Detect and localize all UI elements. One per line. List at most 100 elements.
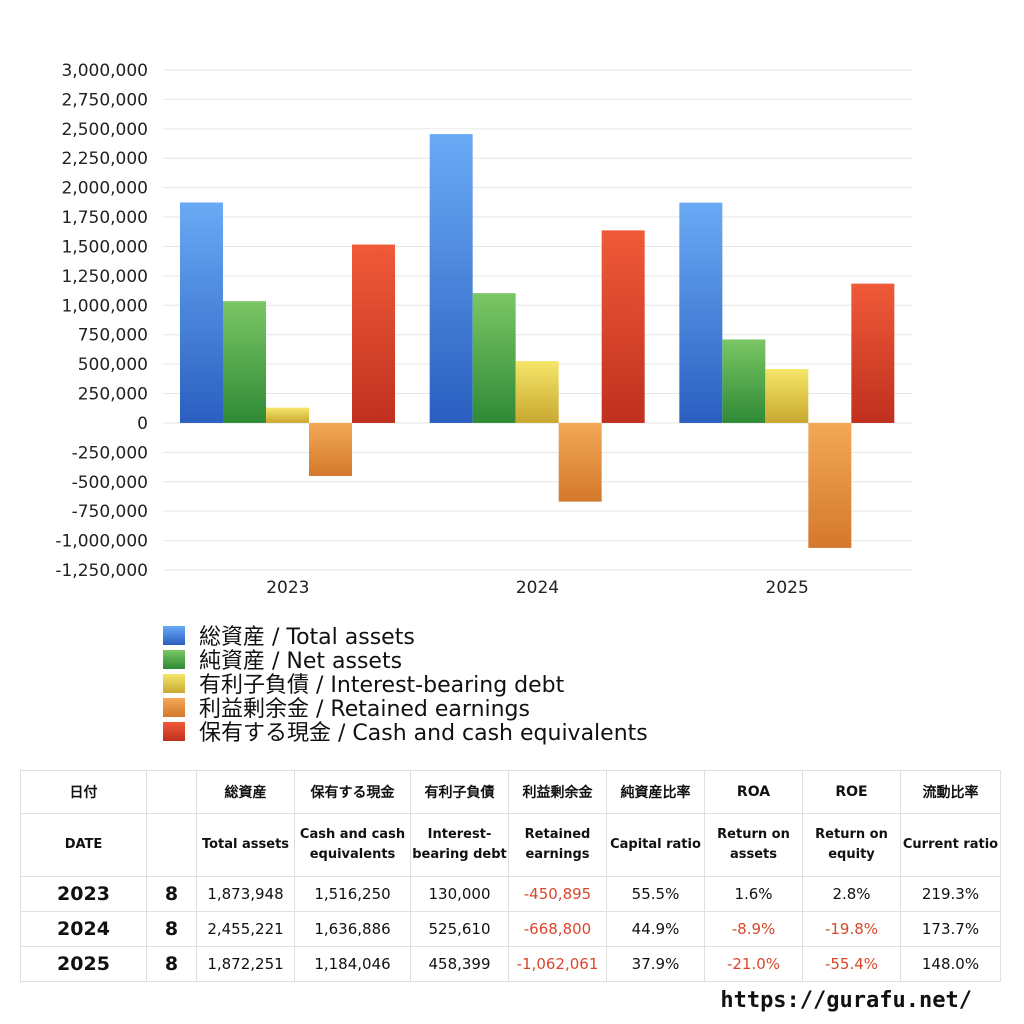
cell-retained: -1,062,061 bbox=[508, 946, 607, 982]
legend-swatch bbox=[163, 721, 185, 741]
y-axis-tick-labels: 3,000,000 2,750,000 2,500,000 2,250,000 2,00… bbox=[55, 61, 148, 581]
y-tick-label: -250,000 bbox=[72, 443, 148, 463]
financial-table: 日付 総資産 保有する現金 有利子負債 利益剰余金 純資産比率 ROA ROE 流動比率 DAT… bbox=[20, 770, 1001, 982]
y-tick-label: -750,000 bbox=[72, 502, 148, 522]
cell-year: 2023 bbox=[20, 876, 147, 912]
bar-2025-series-1 bbox=[722, 339, 766, 423]
column-header-jp: 有利子負債 bbox=[410, 770, 509, 814]
y-tick-label: 2,500,000 bbox=[61, 120, 148, 140]
x-axis-tick-labels: 2023 2024 2025 bbox=[266, 578, 809, 598]
cell-month: 8 bbox=[146, 911, 197, 947]
y-tick-label: 250,000 bbox=[78, 385, 148, 405]
y-tick-label: -500,000 bbox=[72, 473, 148, 493]
y-tick-label: 1,250,000 bbox=[61, 267, 148, 287]
bar-chart: 3,000,000 2,750,000 2,500,000 2,250,000 2,00… bbox=[55, 61, 912, 598]
y-tick-label: -1,250,000 bbox=[55, 561, 148, 581]
y-tick-label: 500,000 bbox=[78, 355, 148, 375]
cell-cash: 1,636,886 bbox=[294, 911, 411, 947]
cell-debt: 525,610 bbox=[410, 911, 509, 947]
legend-swatch bbox=[163, 625, 185, 645]
x-tick-label: 2023 bbox=[266, 578, 309, 598]
x-tick-label: 2025 bbox=[766, 578, 809, 598]
cell-year: 2024 bbox=[20, 911, 147, 947]
legend-swatch bbox=[163, 649, 185, 669]
column-header-jp bbox=[146, 770, 197, 814]
bar-2023-series-3 bbox=[309, 422, 352, 476]
column-header-en: Capital ratio bbox=[606, 813, 705, 877]
bar-2024-series-0 bbox=[429, 134, 473, 423]
column-header-en: Total assets bbox=[196, 813, 295, 877]
legend-item: 有利子負債 / Interest-bearing debt bbox=[163, 671, 648, 698]
bar-2024-series-4 bbox=[601, 230, 645, 423]
y-tick-label: 750,000 bbox=[78, 326, 148, 346]
column-header-en: Cash and cash equivalents bbox=[294, 813, 411, 877]
column-header-jp: ROE bbox=[802, 770, 901, 814]
cell-total-assets: 2,455,221 bbox=[196, 911, 295, 947]
column-header-en bbox=[146, 813, 197, 877]
bar-2025-series-2 bbox=[765, 369, 809, 423]
column-header-en: Interest-bearing debt bbox=[410, 813, 509, 877]
column-header-jp: ROA bbox=[704, 770, 803, 814]
cell-roa: -8.9% bbox=[704, 911, 803, 947]
table-header-en: DATE Total assets Cash and cash equivalent… bbox=[20, 813, 1001, 877]
column-header-jp: 保有する現金 bbox=[294, 770, 411, 814]
cell-month: 8 bbox=[146, 946, 197, 982]
cell-cash: 1,184,046 bbox=[294, 946, 411, 982]
cell-debt: 130,000 bbox=[410, 876, 509, 912]
column-header-jp: 総資産 bbox=[196, 770, 295, 814]
y-tick-label: 1,750,000 bbox=[61, 208, 148, 228]
y-tick-label: 2,000,000 bbox=[61, 179, 148, 199]
column-header-en: Return on equity bbox=[802, 813, 901, 877]
source-url: https://gurafu.net/ bbox=[720, 988, 972, 1013]
bar-2025-series-3 bbox=[808, 422, 852, 548]
legend-label: 利益剰余金 / Retained earnings bbox=[199, 697, 530, 722]
cell-retained: -450,895 bbox=[508, 876, 607, 912]
cell-current-ratio: 148.0% bbox=[900, 946, 1001, 982]
cell-total-assets: 1,872,251 bbox=[196, 946, 295, 982]
cell-roe: 2.8% bbox=[802, 876, 901, 912]
column-header-jp: 日付 bbox=[20, 770, 147, 814]
bar-2024-series-3 bbox=[558, 422, 602, 502]
bar-2023-series-1 bbox=[223, 301, 266, 423]
cell-retained: -668,800 bbox=[508, 911, 607, 947]
bar-2023-series-2 bbox=[266, 407, 309, 423]
cell-current-ratio: 219.3% bbox=[900, 876, 1001, 912]
y-tick-label: 0 bbox=[137, 414, 148, 434]
y-tick-label: 2,250,000 bbox=[61, 149, 148, 169]
column-header-jp: 純資産比率 bbox=[606, 770, 705, 814]
bar-2023-series-4 bbox=[352, 244, 395, 423]
legend-label: 純資産 / Net assets bbox=[199, 649, 403, 674]
bar-2025-series-4 bbox=[851, 283, 895, 423]
column-header-jp: 流動比率 bbox=[900, 770, 1001, 814]
cell-month: 8 bbox=[146, 876, 197, 912]
table-row: 2024 8 2,455,221 1,636,886 525,610 -668,800 44… bbox=[20, 911, 1001, 947]
column-header-en: Return on assets bbox=[704, 813, 803, 877]
legend-label: 有利子負債 / Interest-bearing debt bbox=[199, 673, 565, 698]
cell-roa: -21.0% bbox=[704, 946, 803, 982]
y-tick-label: 3,000,000 bbox=[61, 61, 148, 81]
y-tick-label: 1,500,000 bbox=[61, 237, 148, 257]
legend: 総資産 / Total assets 純資産 / Net assets 有利子負債 … bbox=[163, 623, 648, 746]
bar-2023-series-0 bbox=[180, 202, 223, 423]
y-tick-label: -1,000,000 bbox=[55, 532, 148, 552]
grid-lines bbox=[163, 69, 912, 571]
legend-item: 利益剰余金 / Retained earnings bbox=[163, 695, 648, 722]
bar-2024-series-2 bbox=[515, 361, 559, 423]
x-tick-label: 2024 bbox=[516, 578, 559, 598]
cell-roe: -55.4% bbox=[802, 946, 901, 982]
legend-swatch bbox=[163, 673, 185, 693]
legend-label: 保有する現金 / Cash and cash equivalents bbox=[199, 721, 648, 746]
table-row: 2025 8 1,872,251 1,184,046 458,399 -1,062,061… bbox=[20, 946, 1001, 982]
legend-swatch bbox=[163, 697, 185, 717]
y-tick-label: 1,000,000 bbox=[61, 296, 148, 316]
cell-roa: 1.6% bbox=[704, 876, 803, 912]
legend-item: 純資産 / Net assets bbox=[163, 647, 648, 674]
cell-roe: -19.8% bbox=[802, 911, 901, 947]
column-header-en: Current ratio bbox=[900, 813, 1001, 877]
column-header-jp: 利益剰余金 bbox=[508, 770, 607, 814]
cell-capital-ratio: 55.5% bbox=[606, 876, 705, 912]
table-row: 2023 8 1,873,948 1,516,250 130,000 -450,895 55… bbox=[20, 876, 1001, 912]
cell-total-assets: 1,873,948 bbox=[196, 876, 295, 912]
y-tick-label: 2,750,000 bbox=[61, 90, 148, 110]
column-header-en: Retained earnings bbox=[508, 813, 607, 877]
